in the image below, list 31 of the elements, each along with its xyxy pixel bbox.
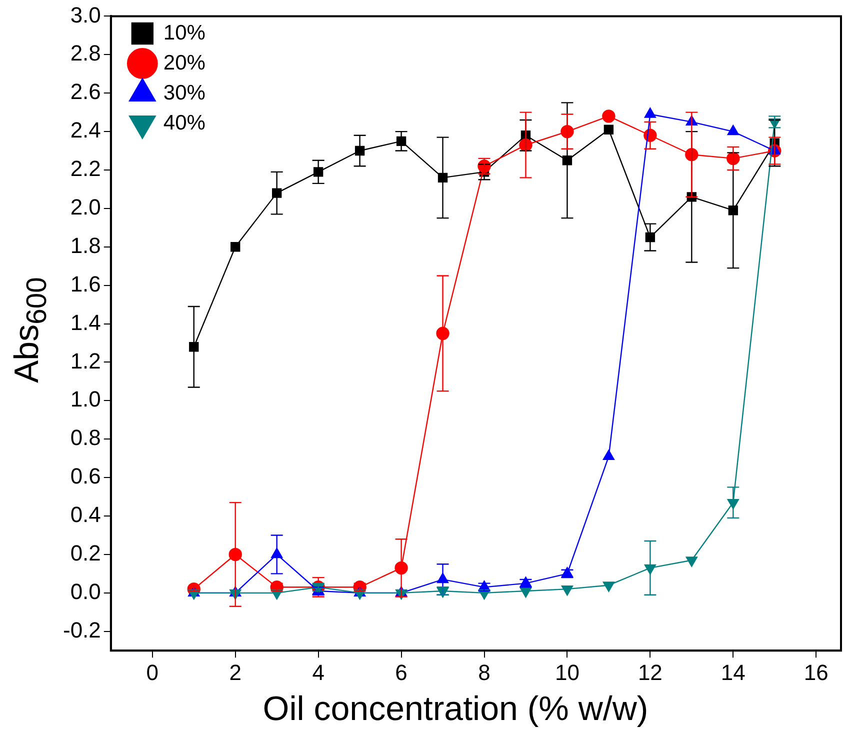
x-tick-label: 2 bbox=[229, 660, 242, 685]
legend-label: 10% bbox=[163, 21, 206, 44]
x-tick-label: 0 bbox=[146, 660, 159, 685]
y-tick-label: 1.4 bbox=[70, 310, 101, 335]
legend-label: 40% bbox=[163, 111, 206, 134]
y-tick-label: 0.2 bbox=[70, 540, 101, 566]
y-tick-label: 2.0 bbox=[70, 194, 101, 220]
y-tick-label: 0.4 bbox=[70, 502, 101, 528]
legend-label: 20% bbox=[163, 51, 206, 74]
x-axis-title: Oil concentration (% w/w) bbox=[262, 690, 650, 729]
y-tick-label: 1.8 bbox=[70, 232, 101, 258]
x-tick-label: 12 bbox=[638, 660, 662, 685]
y-tick-label: 2.8 bbox=[70, 40, 101, 66]
y-tick-label: -0.2 bbox=[62, 617, 101, 642]
y-tick-label: 0.0 bbox=[70, 578, 101, 604]
y-tick-label: 2.4 bbox=[70, 118, 101, 143]
x-tick-label: 4 bbox=[312, 660, 324, 685]
x-tick-label: 10 bbox=[554, 660, 580, 685]
y-tick-label: 2.6 bbox=[70, 79, 101, 104]
x-tick-label: 16 bbox=[804, 660, 828, 685]
y-tick-label: 1.0 bbox=[70, 386, 101, 412]
x-tick-label: 6 bbox=[395, 660, 408, 685]
y-tick-label: 2.2 bbox=[70, 156, 101, 182]
y-tick-label: 0.8 bbox=[70, 425, 101, 450]
legend-label: 30% bbox=[163, 81, 206, 104]
y-tick-label: 1.2 bbox=[70, 348, 101, 374]
y-tick-label: 3.0 bbox=[70, 2, 101, 28]
y-tick-label: 1.6 bbox=[70, 271, 101, 296]
x-tick-label: 8 bbox=[478, 660, 490, 685]
x-tick-label: 14 bbox=[720, 660, 746, 685]
y-tick-label: 0.6 bbox=[70, 464, 101, 489]
